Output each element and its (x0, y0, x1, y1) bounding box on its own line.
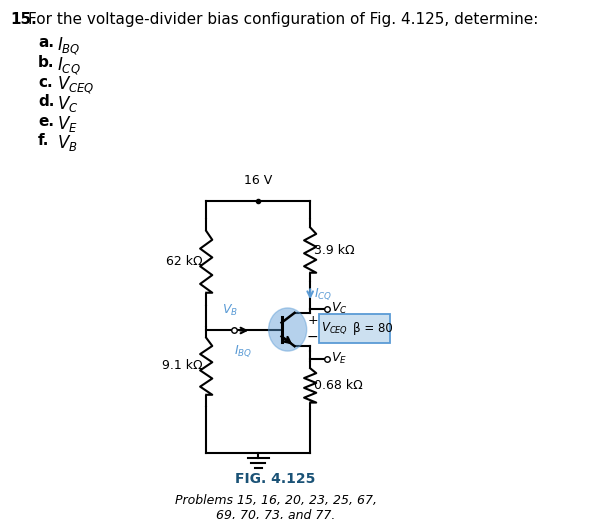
Text: $V_C$: $V_C$ (57, 94, 79, 114)
Text: f.: f. (38, 133, 49, 148)
Text: β = 80: β = 80 (353, 322, 393, 335)
Circle shape (269, 308, 307, 351)
Text: +: + (307, 314, 318, 327)
Text: $V_C$: $V_C$ (331, 302, 348, 317)
Text: 9.1 kΩ: 9.1 kΩ (162, 359, 203, 372)
Text: $V_E$: $V_E$ (57, 114, 78, 134)
Text: For the voltage-divider bias configuration of Fig. 4.125, determine:: For the voltage-divider bias configurati… (28, 12, 538, 27)
Text: $V_{CEQ}$: $V_{CEQ}$ (57, 75, 95, 96)
Bar (319, 314, 390, 343)
Text: 62 kΩ: 62 kΩ (166, 255, 203, 268)
Text: −: − (307, 330, 319, 344)
Text: FIG. 4.125: FIG. 4.125 (236, 472, 316, 486)
Text: e.: e. (38, 114, 54, 129)
Text: Problems 15, 16, 20, 23, 25, 67,: Problems 15, 16, 20, 23, 25, 67, (174, 494, 376, 507)
Text: a.: a. (38, 35, 54, 50)
Text: c.: c. (38, 75, 53, 90)
Text: 69, 70, 73, and 77.: 69, 70, 73, and 77. (216, 509, 335, 519)
Text: 16 V: 16 V (244, 174, 272, 187)
Text: $V_{CEQ}$: $V_{CEQ}$ (322, 321, 349, 336)
Text: $I_{BQ}$: $I_{BQ}$ (57, 35, 81, 57)
Text: 3.9 kΩ: 3.9 kΩ (315, 243, 355, 256)
Text: $I_{CQ}$: $I_{CQ}$ (315, 286, 333, 302)
Text: $I_{CQ}$: $I_{CQ}$ (57, 55, 81, 76)
Text: 0.68 kΩ: 0.68 kΩ (315, 379, 363, 392)
Text: $V_B$: $V_B$ (223, 303, 239, 318)
Text: 15.: 15. (11, 12, 37, 27)
Text: $I_{BQ}$: $I_{BQ}$ (234, 343, 252, 359)
Text: b.: b. (38, 55, 55, 70)
Text: $V_E$: $V_E$ (331, 351, 347, 366)
Text: d.: d. (38, 94, 55, 109)
Text: $V_B$: $V_B$ (57, 133, 78, 154)
